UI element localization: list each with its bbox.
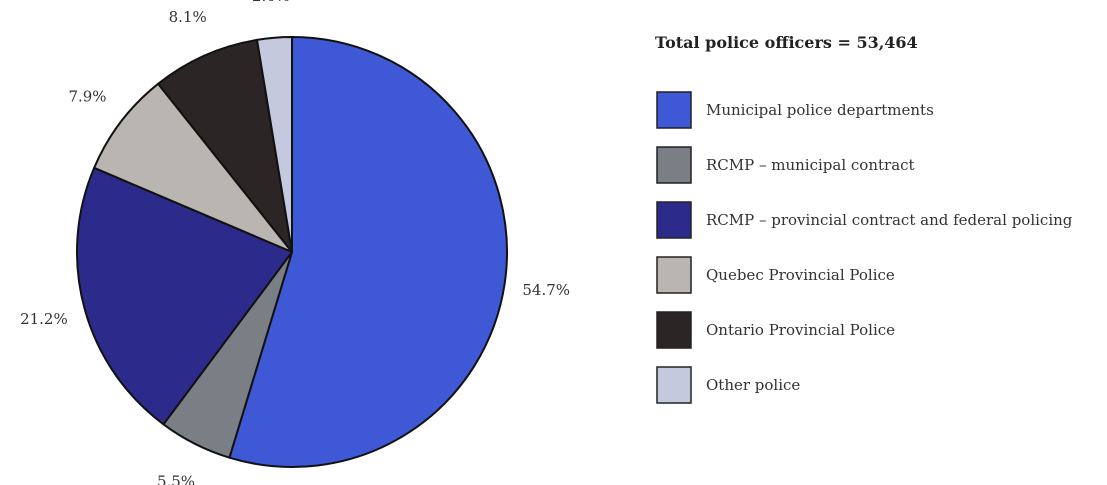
slice-label-rcmp-municipal-contract: 5.5% [157, 472, 195, 485]
pie-slice-other-police [256, 36, 293, 253]
legend-label: Ontario Provincial Police [706, 321, 895, 339]
slice-label-ontario-provincial-police: 8.1% [169, 8, 207, 26]
legend-item-ontario-provincial-police: Ontario Provincial Police [656, 311, 895, 349]
legend-item-municipal-police-departments: Municipal police departments [656, 91, 934, 129]
legend-label: Quebec Provincial Police [706, 266, 895, 284]
legend-item-rcmp-provincial-contract-and-federal-policing: RCMP – provincial contract and federal p… [656, 201, 1073, 239]
legend-item-other-police: Other police [656, 366, 800, 404]
pie-slice-ontario-provincial-police [157, 38, 293, 253]
legend-swatch [656, 366, 692, 404]
pie-slices [76, 36, 508, 468]
legend-item-rcmp-municipal-contract: RCMP – municipal contract [656, 146, 915, 184]
legend-swatch [656, 311, 692, 349]
legend-swatch [656, 91, 692, 129]
pie-slice-rcmp-provincial-contract-and-federal-policing [76, 166, 293, 426]
slice-label-rcmp-provincial-contract-and-federal-policing: 21.2% [20, 310, 68, 328]
pie-slice-quebec-provincial-police [93, 82, 293, 253]
legend-label: RCMP – provincial contract and federal p… [706, 211, 1073, 229]
legend-label: Municipal police departments [706, 101, 934, 119]
legend-label: Other police [706, 376, 800, 394]
pie-slice-labels: 54.7% 5.5% 21.2% 7.9% 8.1% 2.6% [20, 0, 570, 485]
legend-item-quebec-provincial-police: Quebec Provincial Police [656, 256, 895, 294]
legend-label: RCMP – municipal contract [706, 156, 915, 174]
legend-swatch [656, 256, 692, 294]
slice-label-other-police: 2.6% [252, 0, 290, 5]
chart-title: Total police officers = 53,464 [655, 33, 918, 52]
slice-label-municipal-police-departments: 54.7% [522, 281, 570, 299]
legend-swatch [656, 201, 692, 239]
slice-label-quebec-provincial-police: 7.9% [68, 87, 106, 105]
legend-swatch [656, 146, 692, 184]
legend: Municipal police departments RCMP – munic… [656, 91, 1073, 404]
pie-slice-municipal-police-departments [228, 36, 508, 468]
